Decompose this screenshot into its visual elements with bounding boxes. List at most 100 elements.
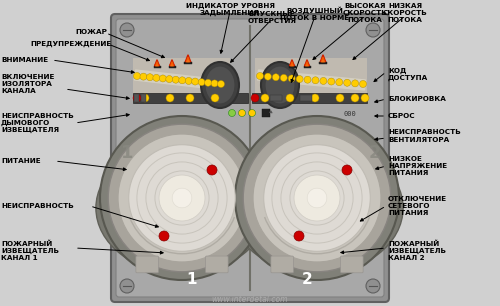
Circle shape	[211, 94, 219, 102]
Circle shape	[160, 75, 166, 82]
Circle shape	[351, 94, 359, 102]
Circle shape	[178, 77, 186, 84]
Circle shape	[146, 74, 154, 81]
Bar	[300, 95, 312, 101]
Circle shape	[198, 79, 205, 86]
Bar	[141, 94, 146, 102]
Circle shape	[336, 79, 342, 86]
Circle shape	[361, 94, 369, 102]
Text: ВПУСКНЫЕ
ОТВЕРСТИЯ: ВПУСКНЫЕ ОТВЕРСТИЯ	[248, 11, 296, 24]
FancyBboxPatch shape	[271, 256, 293, 273]
Text: www.interdetal.com: www.interdetal.com	[212, 296, 288, 304]
Circle shape	[296, 76, 303, 83]
Circle shape	[207, 165, 217, 175]
Circle shape	[307, 188, 327, 208]
Circle shape	[272, 74, 280, 81]
Circle shape	[159, 231, 169, 241]
Circle shape	[243, 124, 391, 272]
Circle shape	[360, 80, 366, 88]
Polygon shape	[156, 62, 158, 66]
Circle shape	[159, 175, 205, 221]
Circle shape	[218, 80, 224, 88]
Circle shape	[153, 74, 160, 81]
Polygon shape	[304, 60, 310, 66]
Circle shape	[118, 134, 246, 262]
Bar	[133, 93, 248, 103]
FancyBboxPatch shape	[111, 14, 389, 302]
Circle shape	[264, 73, 272, 80]
Circle shape	[344, 79, 350, 86]
Circle shape	[366, 279, 380, 293]
Polygon shape	[258, 70, 366, 90]
Text: ПИТАНИЕ: ПИТАНИЕ	[1, 158, 40, 164]
Circle shape	[166, 76, 173, 83]
Circle shape	[311, 94, 319, 102]
Circle shape	[261, 94, 269, 102]
Circle shape	[172, 76, 180, 83]
Text: ИНДИКАТОР УРОВНЯ
ЗАДЫМЛЕНИЯ: ИНДИКАТОР УРОВНЯ ЗАДЫМЛЕНИЯ	[186, 3, 274, 17]
Text: 1: 1	[121, 144, 133, 162]
Polygon shape	[290, 60, 294, 66]
FancyBboxPatch shape	[136, 256, 158, 273]
Polygon shape	[255, 58, 367, 103]
Circle shape	[336, 94, 344, 102]
Polygon shape	[170, 62, 173, 66]
Circle shape	[288, 75, 295, 82]
Text: 000: 000	[344, 111, 356, 117]
Circle shape	[366, 23, 380, 37]
Circle shape	[108, 124, 256, 272]
Circle shape	[172, 188, 192, 208]
Text: ПРЕДУПРЕЖДЕНИЕ: ПРЕДУПРЕЖДЕНИЕ	[30, 41, 111, 47]
FancyBboxPatch shape	[116, 19, 384, 297]
Circle shape	[312, 77, 319, 84]
Ellipse shape	[261, 62, 299, 108]
Bar	[270, 95, 282, 101]
Polygon shape	[185, 55, 191, 62]
Text: НИЗКОЕ
НАПРЯЖЕНИЕ
ПИТАНИЯ: НИЗКОЕ НАПРЯЖЕНИЕ ПИТАНИЯ	[388, 156, 447, 176]
Polygon shape	[134, 70, 224, 90]
Circle shape	[100, 116, 264, 280]
Circle shape	[128, 145, 236, 251]
Bar	[319, 62, 327, 64]
Bar	[288, 66, 296, 68]
FancyBboxPatch shape	[340, 256, 363, 273]
Polygon shape	[154, 60, 160, 66]
Ellipse shape	[231, 142, 403, 274]
Ellipse shape	[205, 66, 235, 104]
Circle shape	[280, 74, 287, 81]
Circle shape	[140, 73, 147, 80]
Polygon shape	[186, 57, 190, 62]
Circle shape	[320, 77, 327, 84]
Circle shape	[248, 110, 256, 117]
Text: ПОЖАРНЫЙ
ИЗВЕЩАТЕЛЬ
КАНАЛ 2: ПОЖАРНЫЙ ИЗВЕЩАТЕЛЬ КАНАЛ 2	[388, 241, 446, 261]
Text: 2: 2	[302, 273, 312, 288]
Text: 2: 2	[369, 144, 382, 162]
Polygon shape	[133, 58, 230, 103]
Text: БЛОКИРОВКА: БЛОКИРОВКА	[388, 96, 446, 102]
Circle shape	[211, 80, 218, 87]
Text: ПОЖАРНЫЙ
ИЗВЕЩАТЕЛЬ
КАНАЛ 1: ПОЖАРНЫЙ ИЗВЕЩАТЕЛЬ КАНАЛ 1	[1, 241, 59, 261]
Circle shape	[264, 145, 370, 251]
Text: ВНИМАНИЕ: ВНИМАНИЕ	[1, 57, 48, 63]
Ellipse shape	[201, 62, 239, 108]
Circle shape	[238, 110, 246, 117]
Bar	[154, 66, 160, 68]
Text: ОТКЛЮЧЕНИЕ
СЕТЕВОГО
ПИТАНИЯ: ОТКЛЮЧЕНИЕ СЕТЕВОГО ПИТАНИЯ	[388, 196, 447, 216]
Circle shape	[228, 110, 235, 117]
Bar	[252, 93, 367, 103]
Text: СБРОС: СБРОС	[388, 113, 415, 119]
Bar	[168, 66, 175, 68]
Bar	[262, 109, 270, 117]
Circle shape	[120, 279, 134, 293]
Text: НЕИСПРАВНОСТЬ
ДЫМОВОГО
ИЗВЕЩАТЕЛЯ: НЕИСПРАВНОСТЬ ДЫМОВОГО ИЗВЕЩАТЕЛЯ	[1, 113, 74, 133]
Circle shape	[352, 80, 358, 87]
Circle shape	[192, 78, 198, 85]
Text: НЕИСПРАВНОСТЬ: НЕИСПРАВНОСТЬ	[1, 203, 74, 209]
Circle shape	[204, 79, 212, 86]
Circle shape	[133, 94, 141, 102]
Circle shape	[134, 73, 140, 80]
Circle shape	[185, 77, 192, 84]
Ellipse shape	[96, 142, 268, 274]
Text: НИЗКАЯ
СКОРОСТЬ
ПОТОКА: НИЗКАЯ СКОРОСТЬ ПОТОКА	[382, 3, 428, 23]
Polygon shape	[322, 57, 324, 62]
